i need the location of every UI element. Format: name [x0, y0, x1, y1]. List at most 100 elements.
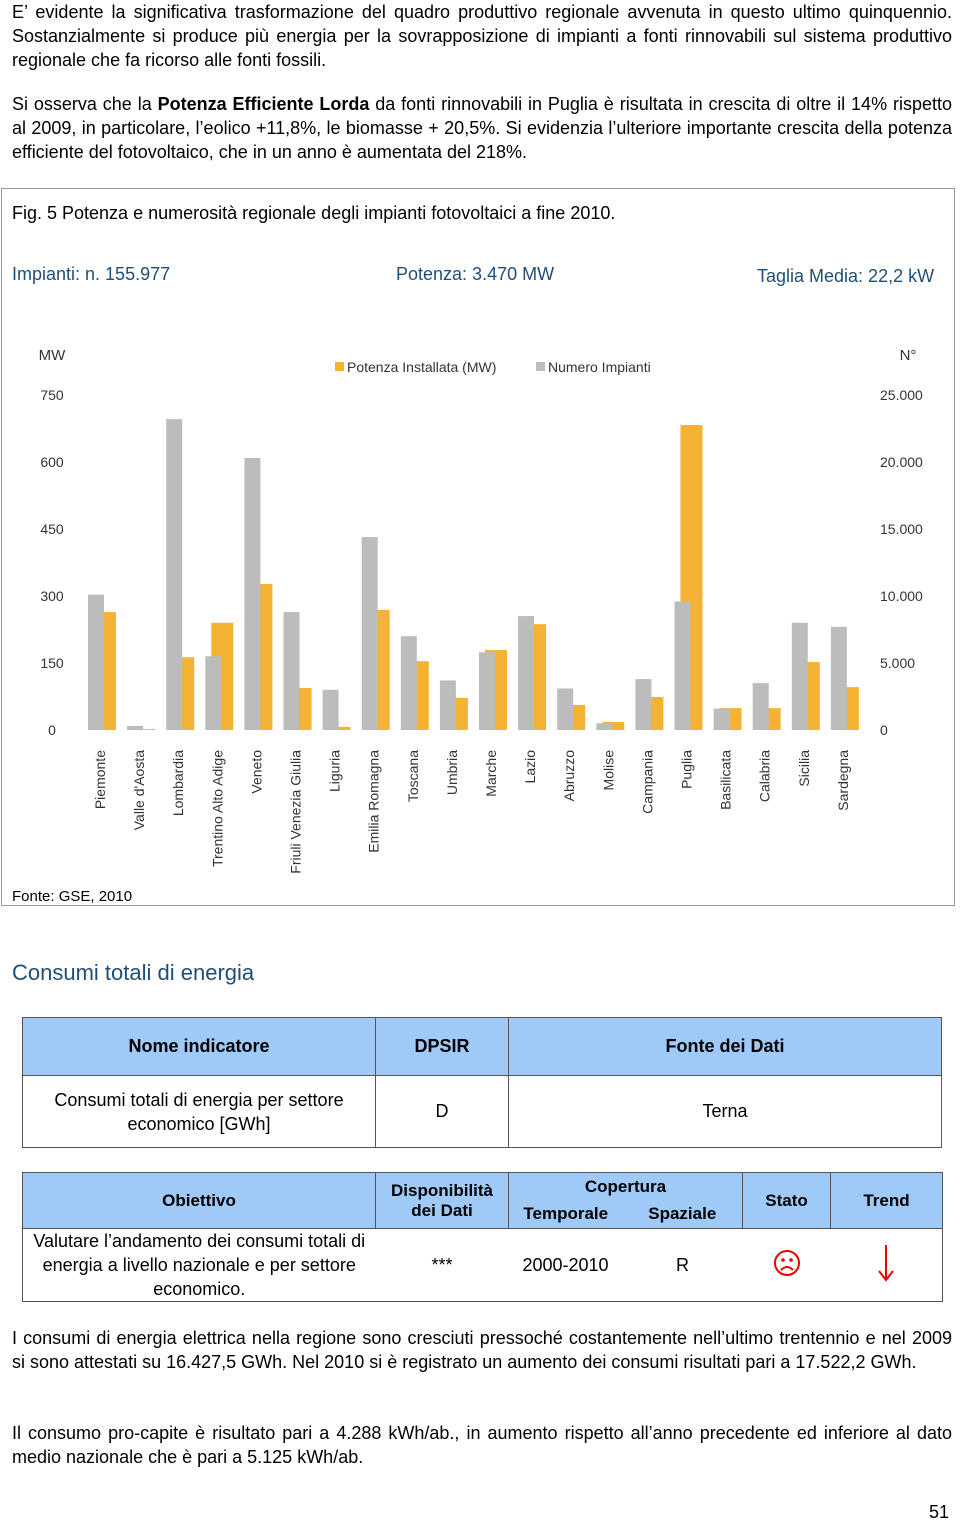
cell: Consumi totali di energia per settore ec… — [22, 1075, 376, 1148]
bar — [713, 708, 730, 730]
text: Si osserva che la — [12, 94, 158, 114]
header-cell: Disponibilità dei Dati — [375, 1172, 509, 1229]
x-tick-label: Liguria — [327, 750, 343, 792]
y2-tick-label: 0 — [880, 722, 888, 738]
cell: Terna — [508, 1075, 942, 1148]
x-tick-label: Lazio — [522, 750, 538, 784]
bar — [752, 683, 769, 730]
bar — [557, 688, 574, 730]
bar — [439, 680, 456, 730]
header-cell: Copertura — [507, 1172, 744, 1201]
status-cell — [742, 1228, 831, 1302]
bar — [133, 729, 156, 730]
x-tick-label: Calabria — [757, 750, 773, 802]
header-cell: Trend — [830, 1172, 944, 1229]
legend-swatch — [335, 362, 344, 371]
x-tick-label: Sicilia — [796, 750, 812, 787]
legend-label: Potenza Installata (MW) — [347, 359, 496, 375]
y-tick-label: 300 — [40, 588, 64, 604]
y-tick-label: 0 — [48, 722, 56, 738]
trend-cell — [830, 1228, 944, 1302]
chart: MW N° 0 150 300 450 600 750 0 5.000 10.000 15.000… — [39, 347, 923, 874]
figure-box — [1, 188, 955, 906]
x-tick-label: Valle d'Aosta — [131, 750, 147, 830]
cell: D — [375, 1075, 509, 1148]
header-cell: Spaziale — [622, 1200, 744, 1229]
bar — [283, 612, 300, 730]
header-cell: DPSIR — [375, 1017, 509, 1076]
page-number: 51 — [929, 1502, 950, 1522]
paragraph: Si osserva che la Potenza Efficiente Lor… — [12, 92, 952, 164]
bar — [322, 689, 339, 730]
y-tick-label: 600 — [40, 454, 64, 470]
cell: R — [622, 1228, 743, 1302]
bar — [244, 457, 261, 730]
down-arrow-icon — [878, 1244, 895, 1282]
y-tick-label: 150 — [40, 655, 64, 671]
x-tick-label: Trentino Alto Adige — [209, 750, 225, 867]
y2-tick-label: 10.000 — [880, 588, 923, 604]
section-title: Consumi totali di energia — [12, 960, 255, 985]
x-tick-label: Marche — [483, 750, 499, 797]
paragraph: E’ evidente la significativa trasformazi… — [12, 2, 952, 70]
y2-tick-label: 20.000 — [880, 454, 923, 470]
bar — [791, 622, 808, 730]
x-tick-label: Puglia — [679, 750, 695, 789]
x-tick-label: Piemonte — [92, 750, 108, 809]
header-cell: Fonte dei Dati — [508, 1017, 942, 1076]
indicator-table: Nome indicatore DPSIR Fonte dei Dati Con… — [22, 1017, 942, 1148]
bar — [596, 723, 613, 730]
y2-tick-label: 15.000 — [880, 521, 923, 537]
bar — [88, 594, 104, 730]
y-tick-label: 750 — [40, 387, 64, 403]
header-cell: Obiettivo — [22, 1172, 376, 1229]
figure-caption: Fig. 5 Potenza e numerosità regionale de… — [12, 203, 616, 223]
y2-tick-label: 5.000 — [880, 655, 915, 671]
bar — [361, 537, 378, 730]
x-tick-label: Friuli Venezia Giulia — [288, 750, 304, 874]
bar — [479, 652, 495, 730]
y-tick-label: 450 — [40, 521, 64, 537]
bar — [205, 656, 222, 730]
cell: 2000-2010 — [508, 1228, 623, 1302]
bar — [830, 626, 847, 730]
x-tick-label: Sardegna — [835, 750, 851, 811]
header-cell: Temporale — [508, 1200, 623, 1229]
bar — [328, 726, 351, 730]
paragraph: I consumi di energia elettrica nella reg… — [12, 1328, 952, 1372]
bar — [518, 616, 535, 730]
x-tick-label: Abruzzo — [561, 750, 577, 802]
stat: Impianti: n. 155.977 — [12, 264, 171, 284]
x-tick-label: Basilicata — [718, 750, 734, 810]
legend-label: Numero Impianti — [548, 359, 651, 375]
y2-axis-label: N° — [900, 347, 917, 364]
legend-swatch — [536, 362, 545, 371]
header-cell: Stato — [742, 1172, 832, 1229]
x-tick-label: Toscana — [405, 750, 421, 802]
bold-text: Potenza Efficiente Lorda — [157, 94, 370, 114]
cell: *** — [375, 1228, 509, 1302]
bar — [602, 721, 625, 730]
evaluation-table: Obiettivo Disponibilità dei Dati Copertu… — [22, 1172, 944, 1302]
sad-face-icon — [773, 1249, 800, 1276]
x-tick-label: Campania — [639, 750, 655, 814]
cell: Valutare l’andamento dei consumi totali … — [22, 1228, 376, 1302]
header-cell: Nome indicatore — [22, 1017, 376, 1076]
bar — [635, 679, 652, 730]
stat: Potenza: 3.470 MW — [396, 264, 555, 284]
text: da fonti rinnovabili in Puglia è risulta… — [12, 94, 952, 162]
x-tick-label: Umbria — [444, 750, 460, 795]
y2-tick-label: 25.000 — [880, 387, 923, 403]
bar — [166, 419, 183, 730]
x-tick-label: Lombardia — [170, 750, 186, 816]
stat: Taglia Media: 22,2 kW — [757, 266, 935, 286]
x-tick-label: Veneto — [248, 750, 264, 794]
y-axis-label: MW — [39, 347, 66, 364]
x-tick-label: Emilia Romagna — [366, 750, 382, 853]
bar — [127, 725, 144, 730]
paragraph: Il consumo pro-capite è risultato pari a… — [12, 1423, 952, 1467]
source: Fonte: GSE, 2010 — [12, 888, 133, 905]
bar — [674, 601, 691, 730]
x-tick-label: Molise — [600, 750, 616, 791]
